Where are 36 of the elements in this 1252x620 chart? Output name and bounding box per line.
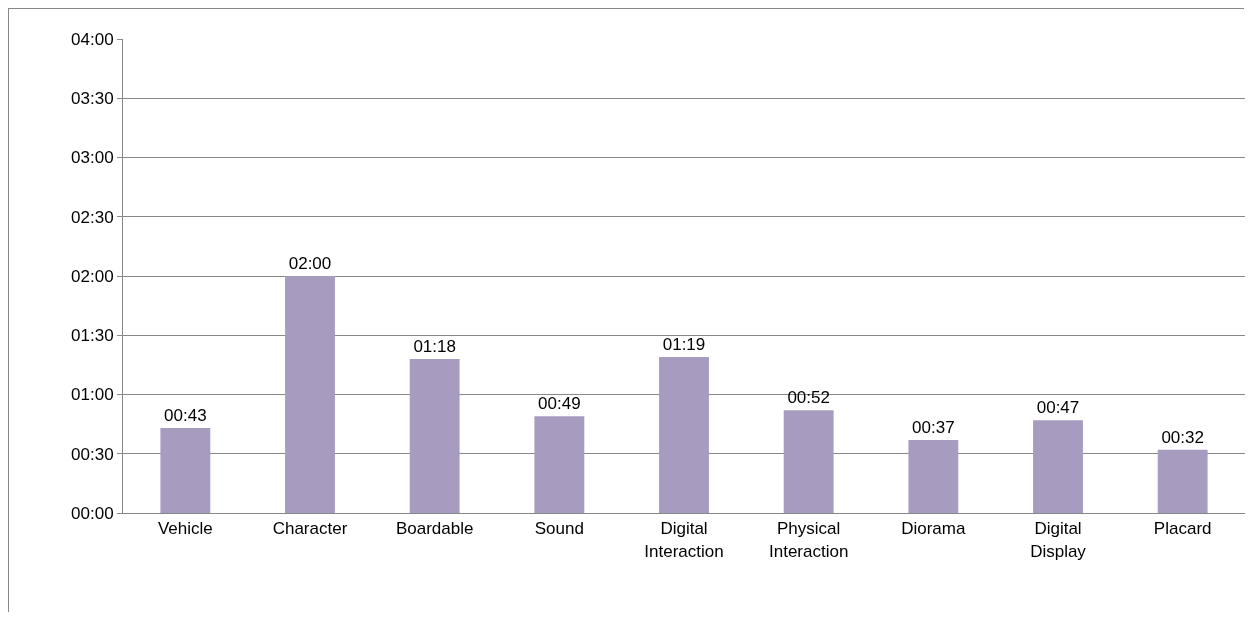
y-tick-label: 01:00 — [71, 385, 114, 405]
data-label: 00:43 — [164, 406, 207, 426]
y-tick-label: 02:30 — [71, 207, 114, 227]
data-label: 01:19 — [662, 334, 706, 354]
y-tick-label: 02:00 — [71, 266, 114, 286]
data-label: 00:52 — [787, 388, 830, 408]
y-tick-label: 01:30 — [71, 326, 114, 346]
y-tick-label: 03:00 — [71, 148, 114, 168]
x-tick-label: Physical Interaction — [768, 519, 849, 561]
y-tick-label: 03:30 — [71, 89, 114, 109]
x-tick-label: Boardable — [395, 519, 474, 539]
bar — [783, 410, 834, 513]
bar — [534, 416, 585, 513]
x-tick-label: Digital Interaction — [644, 519, 724, 561]
data-label: 00:49 — [538, 394, 581, 414]
data-label: 00:37 — [912, 417, 955, 437]
data-label: 00:32 — [1161, 427, 1204, 447]
x-tick-label: Diorama — [901, 519, 966, 539]
bar — [908, 439, 959, 513]
x-tick-label: Vehicle — [157, 519, 213, 539]
bar — [659, 356, 709, 513]
y-tick-label: 04:00 — [71, 29, 114, 49]
x-tick-label: Sound — [534, 519, 584, 539]
bar — [1033, 420, 1083, 513]
bar — [409, 358, 460, 513]
data-label: 02:00 — [288, 254, 332, 273]
bar — [285, 276, 335, 513]
x-tick-label: Placard — [1153, 519, 1212, 539]
y-tick-label: 00:30 — [71, 444, 114, 464]
bar — [160, 428, 211, 513]
y-tick-label: 00:00 — [71, 503, 114, 523]
x-tick-label: Character — [272, 519, 348, 539]
bar — [1157, 449, 1208, 513]
data-label: 01:18 — [413, 336, 456, 356]
x-tick-label: Digital Display — [1030, 519, 1087, 561]
data-label: 00:47 — [1036, 398, 1080, 418]
